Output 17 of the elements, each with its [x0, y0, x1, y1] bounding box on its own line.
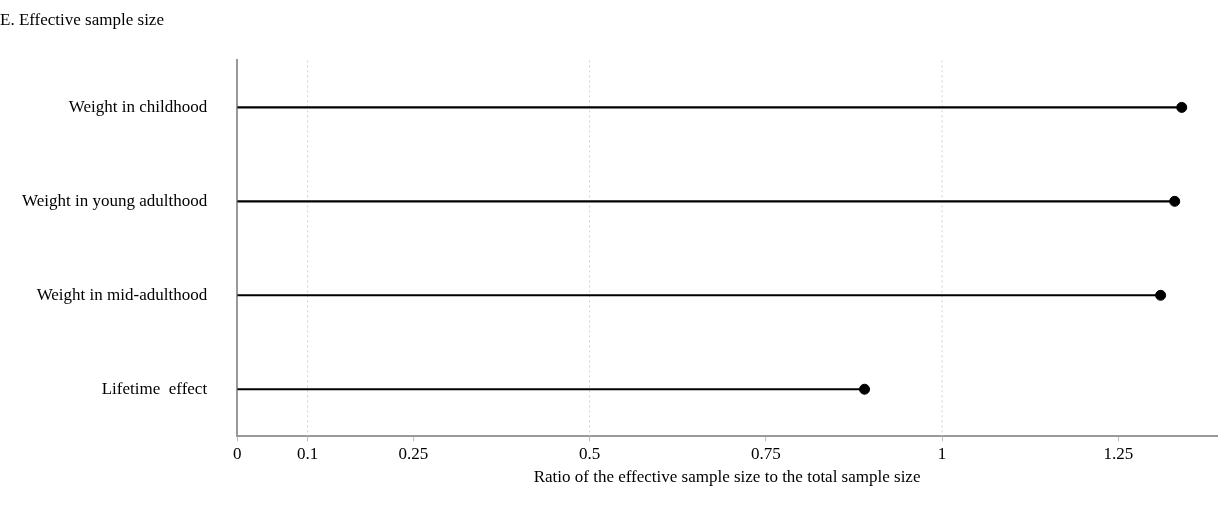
x-tick-label: 0.1: [297, 443, 319, 463]
x-tick-label: 0: [232, 443, 242, 463]
x-tick-label: 1.25: [1103, 443, 1134, 463]
x-tick-label: 0.25: [398, 443, 429, 463]
x-tick-label: 0.75: [750, 443, 781, 463]
point: [1169, 195, 1181, 207]
x-tick-label: 0.5: [578, 443, 601, 463]
y-tick-label: Weight in childhood: [68, 96, 208, 116]
y-tick-label: Weight in mid-adulthood: [36, 284, 208, 304]
text: E. Effective sample size: [0, 9, 164, 29]
point: [859, 383, 871, 395]
point: [1176, 101, 1188, 113]
x-axis-title: Ratio of the effective sample size to the total sample size: [533, 467, 921, 487]
x-tick-label: 1: [937, 443, 947, 463]
y-tick-label: Weight in young adulthood: [22, 190, 208, 210]
point: [1155, 289, 1167, 301]
y-tick-label: Lifetime effect: [101, 378, 208, 398]
